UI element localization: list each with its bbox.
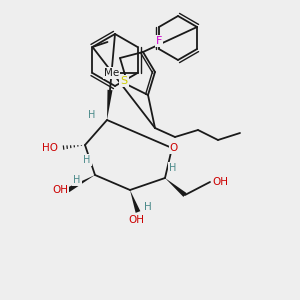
Text: HO: HO [42,143,58,153]
Text: O: O [170,143,178,153]
Text: H: H [144,202,152,212]
Text: OH: OH [128,215,144,225]
Polygon shape [107,90,112,120]
Polygon shape [67,175,95,192]
Text: H: H [73,175,81,185]
Text: H: H [88,110,96,120]
Text: OH: OH [52,185,68,195]
Text: S: S [120,76,128,86]
Text: F: F [156,36,162,46]
Text: H: H [169,163,177,173]
Text: Me: Me [104,68,119,78]
Polygon shape [130,190,140,213]
Text: H: H [83,155,91,165]
Polygon shape [165,178,187,197]
Text: OH: OH [212,177,228,187]
